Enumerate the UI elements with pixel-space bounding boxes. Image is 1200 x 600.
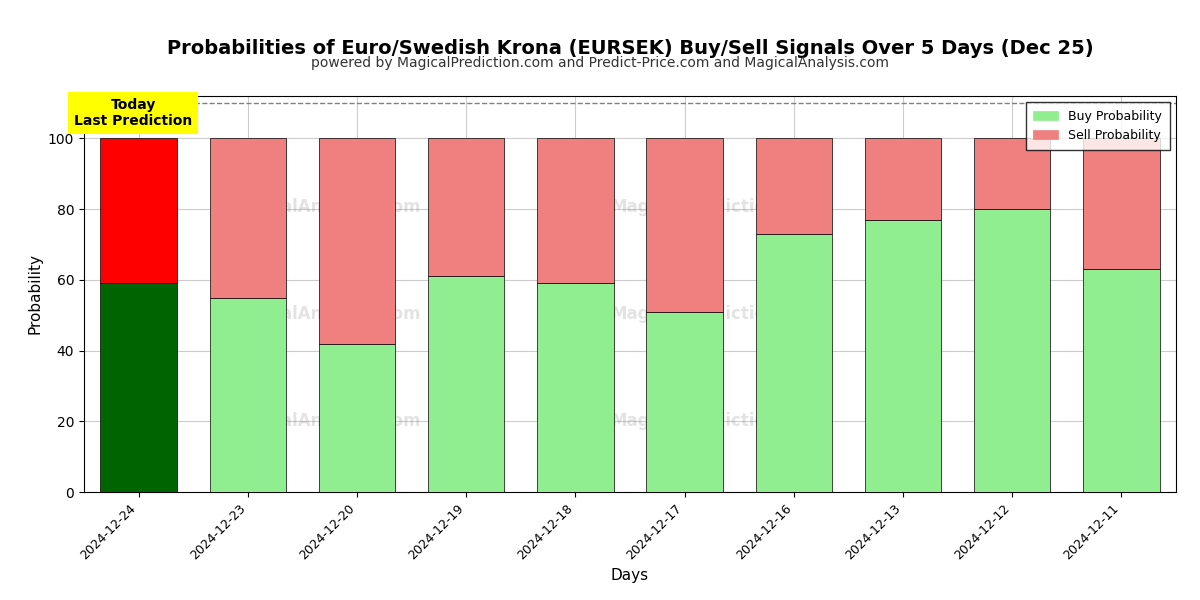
Y-axis label: Probability: Probability xyxy=(28,253,42,335)
Bar xyxy=(210,139,286,298)
Bar xyxy=(1084,269,1159,492)
Text: Today
Last Prediction: Today Last Prediction xyxy=(74,98,192,128)
Bar xyxy=(974,139,1050,209)
X-axis label: Days: Days xyxy=(611,568,649,583)
Bar xyxy=(756,139,832,234)
Bar xyxy=(428,139,504,277)
Text: MagicalAnalysis.com: MagicalAnalysis.com xyxy=(227,412,421,430)
Bar xyxy=(319,139,395,343)
Title: Probabilities of Euro/Swedish Krona (EURSEK) Buy/Sell Signals Over 5 Days (Dec 2: Probabilities of Euro/Swedish Krona (EUR… xyxy=(167,40,1093,58)
Bar xyxy=(210,298,286,492)
Text: MagicalAnalysis.com: MagicalAnalysis.com xyxy=(227,305,421,323)
Bar xyxy=(428,277,504,492)
Bar xyxy=(647,139,722,311)
Bar xyxy=(865,220,941,492)
Bar xyxy=(756,234,832,492)
Bar xyxy=(865,139,941,220)
Text: powered by MagicalPrediction.com and Predict-Price.com and MagicalAnalysis.com: powered by MagicalPrediction.com and Pre… xyxy=(311,56,889,70)
Bar xyxy=(647,311,722,492)
Text: MagicalPrediction.com: MagicalPrediction.com xyxy=(611,305,823,323)
Bar xyxy=(538,283,613,492)
Text: MagicalPrediction.com: MagicalPrediction.com xyxy=(611,412,823,430)
Bar xyxy=(319,343,395,492)
Text: MagicalPrediction.com: MagicalPrediction.com xyxy=(611,198,823,216)
Legend: Buy Probability, Sell Probability: Buy Probability, Sell Probability xyxy=(1026,102,1170,149)
Bar xyxy=(538,139,613,283)
Bar xyxy=(974,209,1050,492)
Text: MagicalAnalysis.com: MagicalAnalysis.com xyxy=(227,198,421,216)
Bar xyxy=(101,139,176,283)
Bar xyxy=(101,283,176,492)
Bar xyxy=(1084,139,1159,269)
